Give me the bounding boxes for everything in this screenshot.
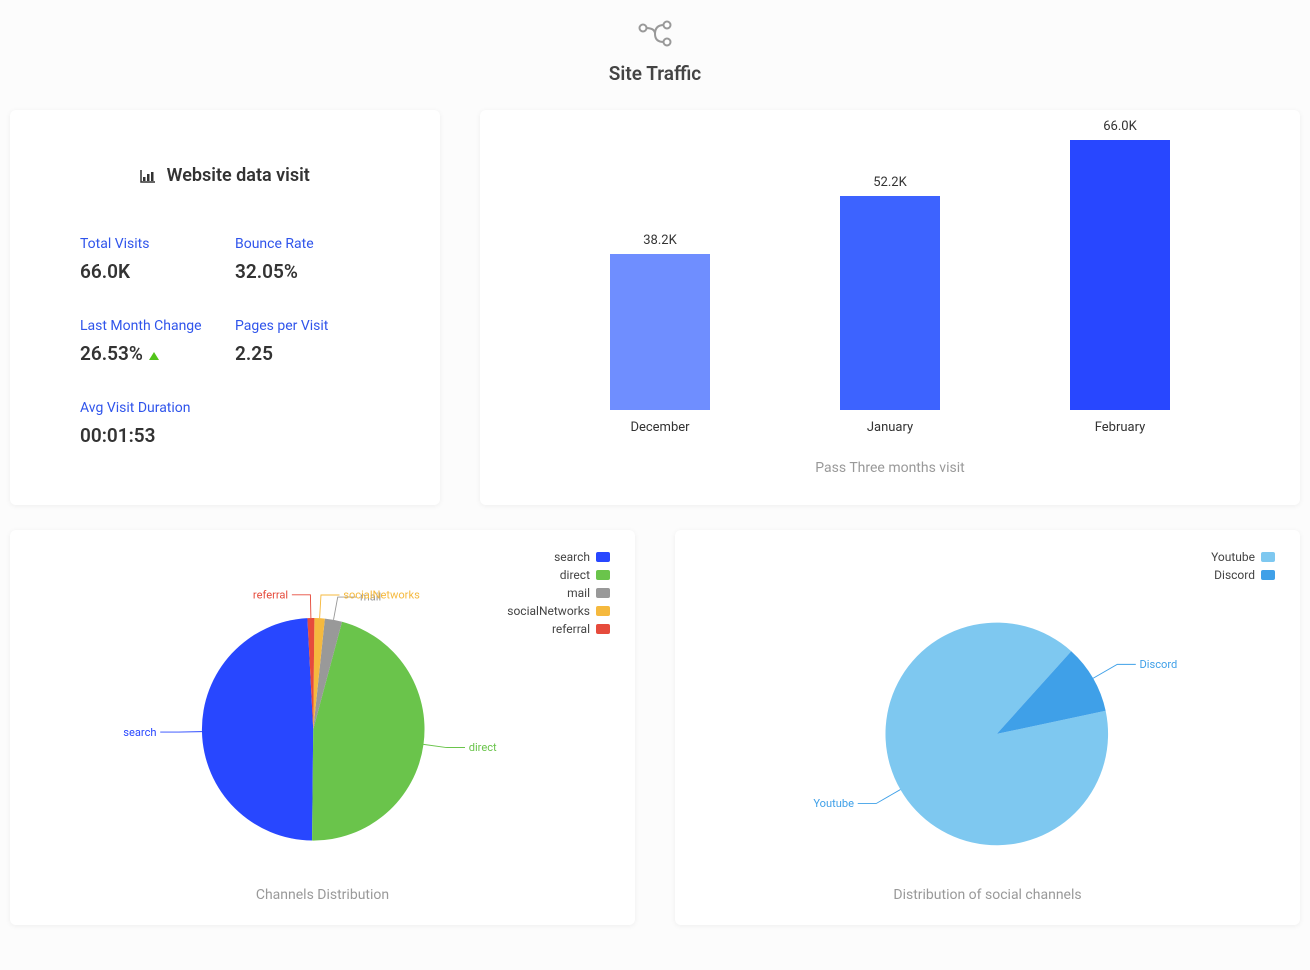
pie-slice-label: socialNetworks [343, 589, 420, 602]
pie-slice-label: referral [253, 589, 288, 602]
pie-leader-line [423, 744, 465, 747]
stat-label: Avg Visit Duration [80, 400, 215, 416]
stat-label: Pages per Visit [235, 318, 370, 334]
stat-label: Bounce Rate [235, 236, 370, 252]
pie-slice-label: search [123, 726, 156, 739]
pie-leader-line [1093, 664, 1136, 678]
pie-leader-line [320, 595, 340, 618]
stat-value: 00:01:53 [80, 424, 215, 447]
stat-label: Total Visits [80, 236, 215, 252]
bar-x-label: December [630, 420, 689, 435]
bar-value-label: 66.0K [1103, 119, 1137, 134]
branch-icon [637, 20, 673, 52]
bar-chart: 38.2KDecember52.2KJanuary66.0KFebruary [505, 135, 1275, 435]
stat-value: 2.25 [235, 342, 370, 365]
stat-item: Pages per Visit 2.25 [235, 318, 370, 365]
stats-card-title: Website data visit [35, 165, 415, 186]
bar[interactable] [610, 254, 710, 410]
channels-legend: search direct mail socialNetworks referral [507, 550, 610, 640]
stats-grid: Total Visits 66.0K Bounce Rate 32.05% Last M… [35, 236, 415, 447]
stat-value: 26.53% [80, 342, 215, 365]
bar-column: 52.2K January [825, 175, 955, 435]
bar-value-label: 52.2K [873, 175, 907, 190]
legend-swatch [596, 606, 610, 616]
legend-item[interactable]: mail [507, 586, 610, 600]
bar[interactable] [1070, 140, 1170, 410]
stat-item: Total Visits 66.0K [80, 236, 215, 283]
stat-value: 66.0K [80, 260, 215, 283]
trend-up-icon [149, 342, 159, 365]
stats-card-title-text: Website data visit [167, 165, 310, 186]
bar-chart-card: 38.2K December 52.2K January 66.0K February P… [480, 110, 1300, 505]
stat-item: Bounce Rate 32.05% [235, 236, 370, 283]
stat-item: Last Month Change 26.53% [80, 318, 215, 365]
legend-swatch [1261, 552, 1275, 562]
stat-value: 32.05% [235, 260, 370, 283]
legend-label: Youtube [1211, 550, 1255, 564]
legend-label: direct [560, 568, 590, 582]
channels-pie-caption: Channels Distribution [10, 887, 635, 903]
stats-card: Website data visit Total Visits 66.0K Boun… [10, 110, 440, 505]
channels-pie-card: search direct mail socialNetworks referral s… [10, 530, 635, 925]
legend-item[interactable]: Discord [1211, 568, 1275, 582]
page-title: Site Traffic [10, 62, 1300, 85]
legend-item[interactable]: direct [507, 568, 610, 582]
bar-x-label: February [1095, 420, 1146, 435]
legend-label: Discord [1214, 568, 1255, 582]
legend-label: search [554, 550, 590, 564]
bar-column: 38.2K December [595, 233, 725, 435]
pie-leader-line [292, 595, 311, 618]
pie-leader-line [858, 790, 901, 804]
social-pie-card: Youtube Discord Youtube Discord Distributi… [675, 530, 1300, 925]
legend-swatch [1261, 570, 1275, 580]
legend-swatch [596, 588, 610, 598]
legend-item[interactable]: referral [507, 622, 610, 636]
legend-item[interactable]: socialNetworks [507, 604, 610, 618]
legend-item[interactable]: search [507, 550, 610, 564]
pie-slice-label: direct [469, 741, 497, 754]
bar-x-label: January [867, 420, 913, 435]
bar-value-label: 38.2K [643, 233, 677, 248]
pie-slice-label: Discord [1140, 658, 1178, 671]
pie-slice[interactable] [202, 618, 313, 840]
stat-label: Last Month Change [80, 318, 215, 334]
legend-swatch [596, 570, 610, 580]
legend-label: mail [567, 586, 590, 600]
social-pie-chart: Youtube Discord [700, 555, 1275, 885]
page-header: Site Traffic [10, 20, 1300, 85]
legend-item[interactable]: Youtube [1211, 550, 1275, 564]
legend-swatch [596, 552, 610, 562]
social-pie-caption: Distribution of social channels [675, 887, 1300, 903]
pie-slice-label: Youtube [813, 797, 854, 810]
legend-label: socialNetworks [507, 604, 590, 618]
social-legend: Youtube Discord [1211, 550, 1275, 586]
chart-icon [140, 169, 156, 183]
bar-chart-caption: Pass Three months visit [505, 460, 1275, 476]
bar[interactable] [840, 196, 940, 410]
stat-item: Avg Visit Duration 00:01:53 [80, 400, 215, 447]
bar-column: 66.0K February [1055, 119, 1185, 435]
legend-swatch [596, 624, 610, 634]
legend-label: referral [552, 622, 590, 636]
